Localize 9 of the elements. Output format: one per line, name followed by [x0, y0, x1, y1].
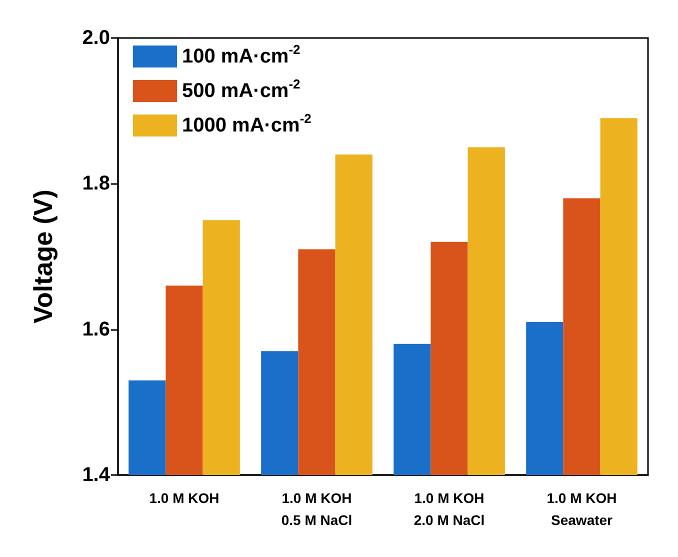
y-tick-label: 1.4 — [82, 464, 111, 486]
y-axis-title: Voltage (V) — [28, 190, 58, 324]
x-tick-label: 1.0 M KOH 0.5 M NaCl — [281, 490, 352, 528]
y-tick-label: 2.0 — [82, 27, 110, 49]
x-tick-label: 1.0 M KOH Seawater — [546, 490, 617, 528]
x-tick-label: 1.0 M KOH 2.0 M NaCl — [414, 490, 485, 528]
y-tick-label: 1.6 — [82, 318, 110, 340]
x-tick-label: 1.0 M KOH — [149, 490, 220, 506]
y-tick-label: 1.8 — [82, 172, 110, 195]
